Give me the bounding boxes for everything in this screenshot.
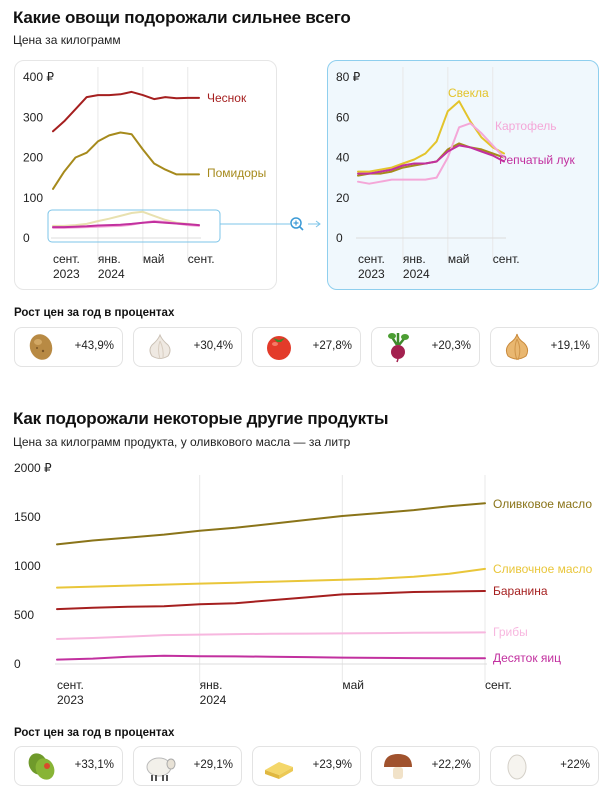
veg-chart-series-label-garlic: Чеснок [207,91,247,105]
veg-zoom-chart-series-label-onion: Репчатый лук [499,153,575,167]
products-chart-y-tick-label: 0 [14,657,21,671]
olive-icon [28,753,55,780]
growth-badge-value: +22,2% [431,759,471,771]
veg-chart-x-tick-label: май [143,252,165,266]
veg-zoom-chart-x-tick-label: май [448,252,470,266]
garlic-icon [149,333,171,360]
veg-zoom-chart-y-tick-label: 40 [336,151,350,165]
products-chart-series-label-lamb: Баранина [493,584,548,598]
veg-chart-series-label-tomatoes: Помидоры [207,166,266,180]
products-chart-series-mushrooms [56,631,486,640]
veg-chart-x-tick-label: янв. [98,252,121,266]
growth-badge-mushroom: +22,2% [371,746,480,786]
veg-chart-x-tick-label: сент. [188,252,215,266]
products-chart-x-tick-label: 2023 [57,693,84,707]
growth-badge-value: +30,4% [193,340,233,352]
beet-icon [388,333,409,363]
products-chart-y-tick-label: 500 [14,608,34,622]
growth-badge-value: +29,1% [193,759,233,771]
products-chart-series-label-mushrooms: Грибы [493,625,528,639]
growth-badge-value: +23,9% [312,759,352,771]
products-chart-series-eggs [56,654,486,661]
onion-icon [505,333,529,361]
growth-badge-olive: +33,1% [14,746,123,786]
veg-zoom-panel: 80 ₽60 40 20 0 сент. 2023 янв. 2024 май сент. Свек… [327,60,599,290]
veg-chart-x-tick-label: 2023 [53,267,80,281]
veg-zoom-chart-x-tick-label: сент. [358,252,385,266]
products-chart-y-tick-label: 1000 [14,559,41,573]
growth-badge-lamb: +29,1% [133,746,242,786]
growth-badge-onion: +19,1% [490,327,599,367]
products-chart-x-tick-label: 2024 [200,693,227,707]
growth-badge-potato: +43,9% [14,327,123,367]
mushroom-icon [384,754,412,779]
veg-zoom-chart-y-tick-label: 60 [336,110,350,124]
products-chart-series-label-butter: Сливочное масло [493,562,593,576]
growth-badge-value: +43,9% [74,340,114,352]
section1-growth-title: Рост цен за год в процентах [14,307,175,319]
zoom-connector [220,217,321,231]
veg-chart-y-tick-label: 400 ₽ [23,70,54,84]
veg-chart-y-tick-label: 100 [23,191,43,205]
growth-badge-value: +19,1% [550,340,590,352]
veg-zoom-chart-series-beet [357,100,505,173]
products-chart-y-tick-label: 1500 [14,510,41,524]
veg-zoom-chart-x-tick-label: 2023 [358,267,385,281]
products-chart-series-butter [56,567,486,589]
veg-zoom-chart-x-tick-label: янв. [403,252,426,266]
veg-chart-y-tick-label: 300 [23,110,43,124]
products-chart-series-label-olive-oil: Оливковое масло [493,497,592,511]
growth-badge-value: +20,3% [431,340,471,352]
veg-zoom-chart-series-label-beet: Свекла [448,86,489,100]
products-chart-x-tick-label: сент. [485,678,512,692]
growth-badge-value: +33,1% [74,759,114,771]
veg-chart-panel: 400 ₽300 200 100 0 сент. 2023 янв. 2024 май сент.… [14,60,277,290]
butter-icon [265,762,293,779]
veg-chart-series-garlic [52,90,200,133]
products-chart-x-tick-label: май [342,678,364,692]
products-chart-x-tick-label: сент. [57,678,84,692]
veg-chart-series-tomatoes [52,131,200,190]
products-chart-series-label-eggs: Десяток яиц [493,651,561,665]
potato-icon [29,334,53,360]
products-chart-series-olive-oil [56,502,486,546]
veg-chart-x-tick-label: 2024 [98,267,125,281]
growth-badge-beet: +20,3% [371,327,480,367]
veg-zoom-chart-x-tick-label: сент. [493,252,520,266]
growth-badge-tomato: +27,8% [252,327,361,367]
section2-growth-title: Рост цен за год в процентах [14,727,175,739]
zoom-region-box [47,209,221,243]
veg-zoom-chart-series-potato [357,122,505,185]
egg-icon [507,754,527,780]
products-chart-series-lamb [56,590,486,611]
veg-zoom-chart-y-tick-label: 0 [336,231,343,245]
section2-subtitle: Цена за килограмм продукта, у оливкового… [13,435,351,449]
products-chart-y-tick-label: 2000 ₽ [14,461,52,475]
products-chart-x-tick-label: янв. [200,678,223,692]
veg-zoom-chart-series-onion [357,144,505,175]
growth-badge-butter: +23,9% [252,746,361,786]
veg-zoom-chart-x-tick-label: 2024 [403,267,430,281]
section1-title: Какие овощи подорожали сильнее всего [13,8,351,27]
section1-subtitle: Цена за килограмм [13,33,121,47]
veg-chart-y-tick-label: 0 [23,231,30,245]
veg-chart-y-tick-label: 200 [23,151,43,165]
growth-badge-egg: +22% [490,746,599,786]
section2-title: Как подорожали некоторые другие продукты [13,409,389,428]
veg-chart-series-unlabeled-4 [52,220,200,229]
growth-badge-value: +22% [560,759,590,771]
growth-badge-value: +27,8% [312,340,352,352]
veg-zoom-chart-series-label-potato: Картофель [495,119,557,133]
tomato-icon [267,336,291,360]
veg-chart-x-tick-label: сент. [53,252,80,266]
growth-badge-garlic: +30,4% [133,327,242,367]
zoom-in-icon [290,217,304,231]
veg-zoom-chart-y-tick-label: 80 ₽ [336,70,361,84]
sheep-icon [146,757,176,781]
veg-zoom-chart-y-tick-label: 20 [336,191,350,205]
